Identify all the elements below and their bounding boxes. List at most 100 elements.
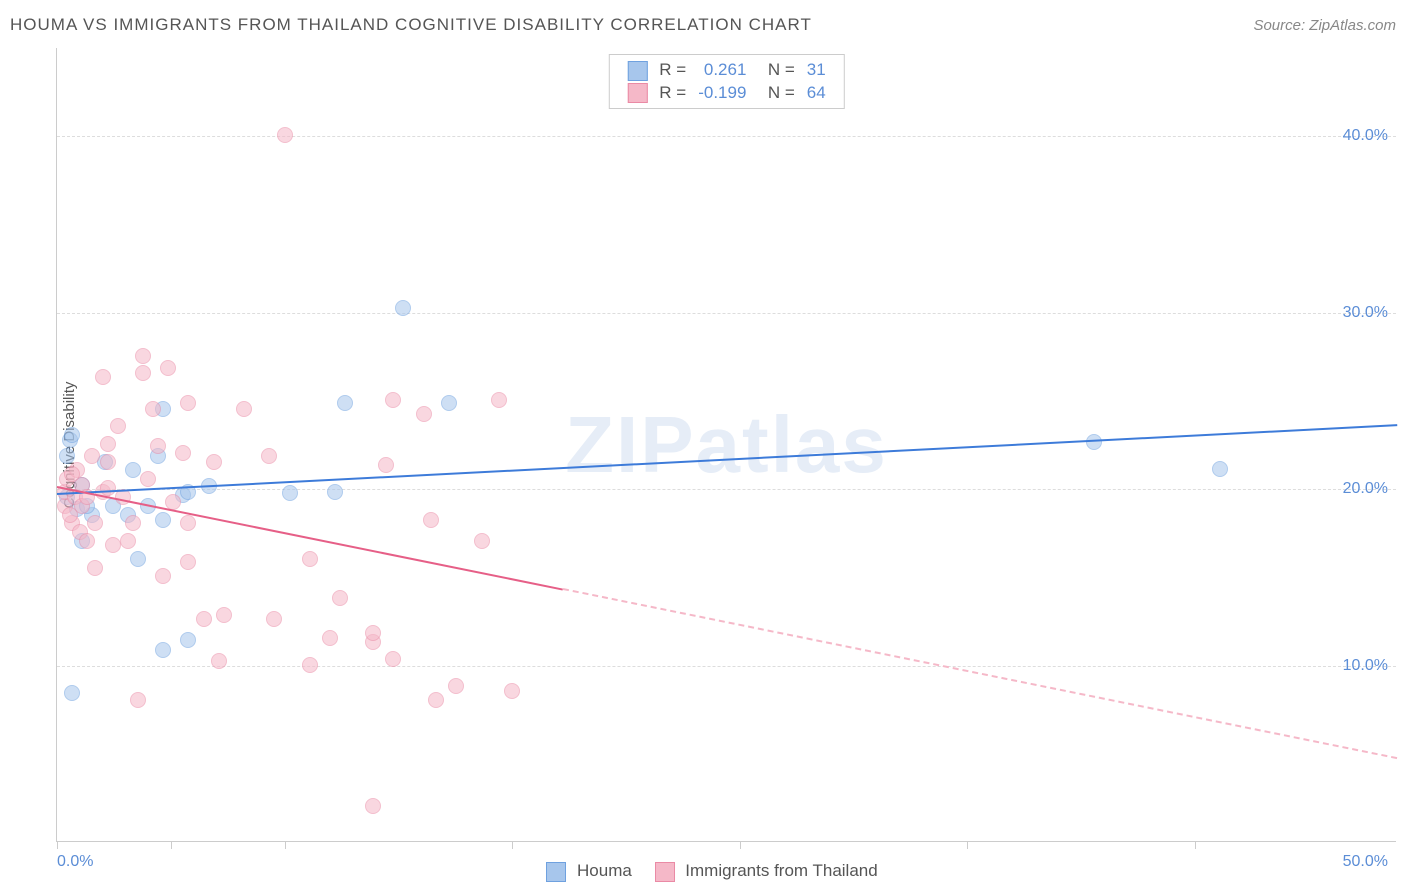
legend-label: Immigrants from Thailand xyxy=(681,861,878,880)
legend-n-label: N = xyxy=(752,82,800,105)
scatter-point xyxy=(95,369,111,385)
scatter-point xyxy=(62,507,78,523)
scatter-point xyxy=(385,651,401,667)
series-legend: Houma Immigrants from Thailand xyxy=(0,861,1406,882)
scatter-point xyxy=(125,515,141,531)
scatter-point xyxy=(365,625,381,641)
gridline xyxy=(57,136,1396,137)
scatter-point xyxy=(100,436,116,452)
scatter-point xyxy=(206,454,222,470)
scatter-point xyxy=(180,395,196,411)
scatter-point xyxy=(155,512,171,528)
scatter-point xyxy=(378,457,394,473)
x-tick xyxy=(171,841,172,849)
chart-title: HOUMA VS IMMIGRANTS FROM THAILAND COGNIT… xyxy=(10,15,812,35)
scatter-point xyxy=(130,692,146,708)
scatter-point xyxy=(1212,461,1228,477)
scatter-point xyxy=(491,392,507,408)
scatter-point xyxy=(395,300,411,316)
legend-r-label: R = xyxy=(653,82,692,105)
scatter-point xyxy=(428,692,444,708)
correlation-legend: R =0.261 N =31R =-0.199 N =64 xyxy=(608,54,844,109)
scatter-point xyxy=(180,515,196,531)
scatter-point xyxy=(416,406,432,422)
trend-line xyxy=(57,424,1397,495)
scatter-point xyxy=(84,448,100,464)
scatter-point xyxy=(423,512,439,528)
scatter-point xyxy=(64,685,80,701)
chart-area: Cognitive Disability ZIPatlas R =0.261 N… xyxy=(46,48,1396,842)
scatter-point xyxy=(160,360,176,376)
watermark-text: ZIPatlas xyxy=(565,399,888,491)
legend-swatch xyxy=(546,862,566,882)
scatter-point xyxy=(145,401,161,417)
y-tick-label: 30.0% xyxy=(1343,304,1388,322)
scatter-point xyxy=(327,484,343,500)
legend-r-value: -0.199 xyxy=(692,82,752,105)
x-tick xyxy=(285,841,286,849)
scatter-point xyxy=(110,418,126,434)
scatter-point xyxy=(100,480,116,496)
y-tick-label: 20.0% xyxy=(1343,480,1388,498)
scatter-point xyxy=(365,798,381,814)
scatter-point xyxy=(211,653,227,669)
scatter-point xyxy=(332,590,348,606)
scatter-point xyxy=(261,448,277,464)
scatter-point xyxy=(140,471,156,487)
scatter-point xyxy=(64,427,80,443)
scatter-point xyxy=(180,554,196,570)
trend-line-extrapolated xyxy=(562,588,1397,759)
scatter-point xyxy=(105,537,121,553)
gridline xyxy=(57,666,1396,667)
legend-swatch xyxy=(627,61,647,81)
plot-region: ZIPatlas R =0.261 N =31R =-0.199 N =64 1… xyxy=(56,48,1396,842)
x-tick xyxy=(512,841,513,849)
scatter-point xyxy=(59,448,75,464)
scatter-point xyxy=(130,551,146,567)
scatter-point xyxy=(385,392,401,408)
scatter-point xyxy=(302,657,318,673)
scatter-point xyxy=(120,533,136,549)
scatter-point xyxy=(79,533,95,549)
scatter-point xyxy=(266,611,282,627)
scatter-point xyxy=(87,560,103,576)
scatter-point xyxy=(448,678,464,694)
x-tick xyxy=(967,841,968,849)
x-tick xyxy=(740,841,741,849)
scatter-point xyxy=(322,630,338,646)
source-label: Source: ZipAtlas.com xyxy=(1253,17,1396,34)
x-tick xyxy=(1195,841,1196,849)
legend-r-value: 0.261 xyxy=(692,59,752,82)
scatter-point xyxy=(135,348,151,364)
scatter-point xyxy=(64,466,80,482)
legend-swatch xyxy=(627,83,647,103)
legend-label: Houma xyxy=(572,861,636,880)
scatter-point xyxy=(441,395,457,411)
scatter-point xyxy=(216,607,232,623)
legend-r-label: R = xyxy=(653,59,692,82)
scatter-point xyxy=(155,568,171,584)
scatter-point xyxy=(282,485,298,501)
y-tick-label: 40.0% xyxy=(1343,127,1388,145)
scatter-point xyxy=(277,127,293,143)
scatter-point xyxy=(196,611,212,627)
gridline xyxy=(57,313,1396,314)
scatter-point xyxy=(87,515,103,531)
scatter-point xyxy=(100,454,116,470)
scatter-point xyxy=(150,438,166,454)
scatter-point xyxy=(135,365,151,381)
scatter-point xyxy=(337,395,353,411)
scatter-point xyxy=(175,445,191,461)
scatter-point xyxy=(180,632,196,648)
y-tick-label: 10.0% xyxy=(1343,657,1388,675)
scatter-point xyxy=(1086,434,1102,450)
scatter-point xyxy=(125,462,141,478)
legend-n-value: 31 xyxy=(801,59,832,82)
x-tick xyxy=(57,841,58,849)
scatter-point xyxy=(302,551,318,567)
scatter-point xyxy=(504,683,520,699)
scatter-point xyxy=(236,401,252,417)
legend-swatch xyxy=(655,862,675,882)
scatter-point xyxy=(155,642,171,658)
legend-n-value: 64 xyxy=(801,82,832,105)
